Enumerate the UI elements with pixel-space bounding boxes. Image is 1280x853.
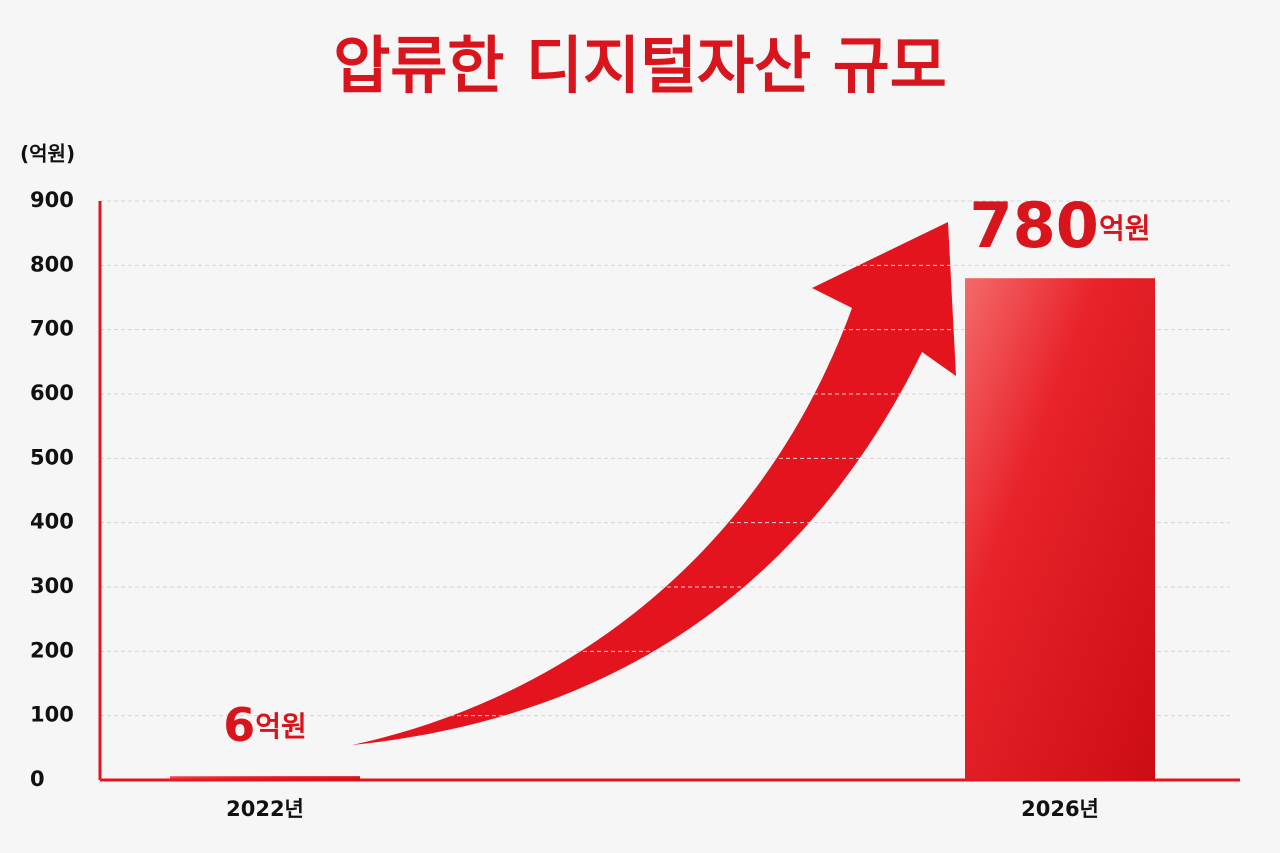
y-tick-label: 200 bbox=[30, 638, 74, 662]
plot-area: 0 100 200 300 400 500 600 700 800 900 2022년 6억원 2026… bbox=[30, 188, 1240, 821]
chart-title: 압류한 디지털자산 규모 bbox=[333, 29, 947, 102]
y-tick-label: 300 bbox=[30, 574, 74, 598]
y-tick-label: 800 bbox=[30, 252, 74, 276]
value-label: 6억원 bbox=[223, 698, 307, 752]
bar bbox=[965, 278, 1155, 780]
value-label: 780억원 bbox=[970, 189, 1151, 262]
y-tick-label: 900 bbox=[30, 188, 74, 212]
y-tick-label: 400 bbox=[30, 510, 74, 534]
y-tick-label: 0 bbox=[30, 767, 45, 791]
y-tick-label: 100 bbox=[30, 703, 74, 727]
unit-label: (억원) bbox=[20, 142, 75, 166]
bar bbox=[170, 776, 360, 780]
y-tick-label: 500 bbox=[30, 445, 74, 469]
growth-arrow bbox=[352, 222, 956, 745]
y-tick-label: 700 bbox=[30, 317, 74, 341]
x-tick-label: 2022년 bbox=[226, 797, 304, 821]
y-tick-label: 600 bbox=[30, 381, 74, 405]
x-tick-label: 2026년 bbox=[1021, 797, 1099, 821]
